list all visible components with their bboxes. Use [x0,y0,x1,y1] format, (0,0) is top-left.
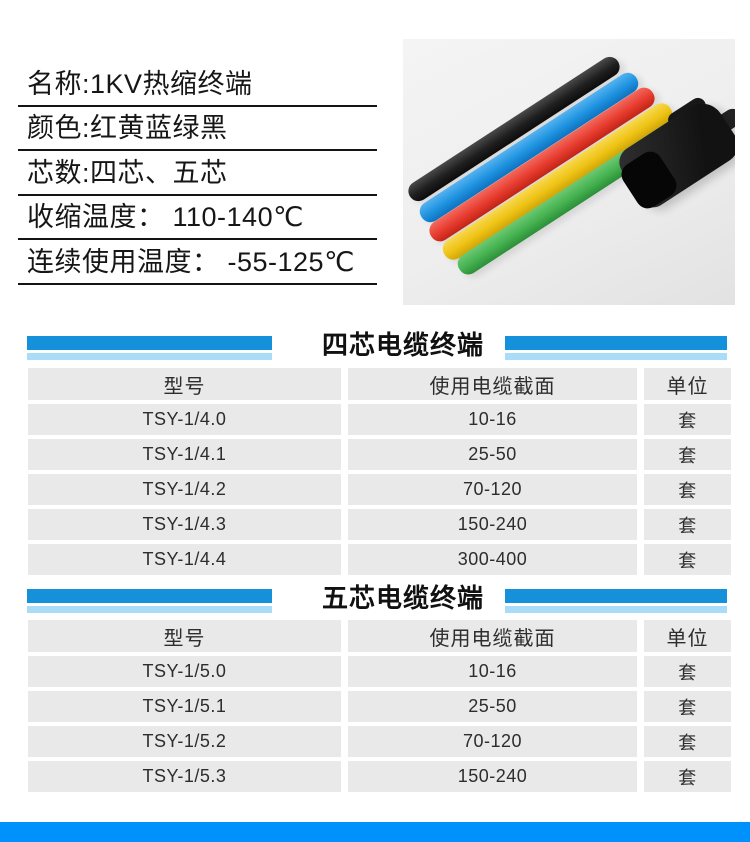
table-cell: 套 [644,474,731,505]
table-cell: TSY-1/5.1 [28,691,341,722]
table-cell: 25-50 [348,691,637,722]
table-cell: TSY-1/4.3 [28,509,341,540]
table-cell: TSY-1/4.2 [28,474,341,505]
section-title-4core: 四芯电缆终端 [321,330,484,360]
table-cell: 套 [644,404,731,435]
table-cell: TSY-1/5.3 [28,761,341,792]
table-cell: 套 [644,691,731,722]
column-header-model: 型号 [28,620,341,652]
column-header-unit: 单位 [644,368,731,400]
table-5core: 型号 使用电缆截面 单位 TSY-1/5.0 10-16 套 TSY-1/5.1… [28,620,731,792]
table-cell: 25-50 [348,439,637,470]
table-cell: 套 [644,726,731,757]
table-cell: 70-120 [348,474,637,505]
spec-item-use-temp: 连续使用温度： -55-125℃ [18,240,377,285]
table-cell: 150-240 [348,509,637,540]
section-header-5core: 五芯电缆终端 [0,583,750,613]
table-cell: 套 [644,439,731,470]
table-cell: TSY-1/5.0 [28,656,341,687]
stripe-decoration [505,589,727,613]
stripe-decoration [27,336,272,360]
product-photo [403,39,735,305]
section-header-4core: 四芯电缆终端 [0,330,750,360]
table-cell: 150-240 [348,761,637,792]
column-header-section: 使用电缆截面 [348,368,637,400]
table-cell: 套 [644,509,731,540]
spec-list: 名称:1KV热缩终端 颜色:红黄蓝绿黑 芯数:四芯、五芯 收缩温度： 110-1… [18,62,377,285]
table-cell: TSY-1/4.1 [28,439,341,470]
column-header-model: 型号 [28,368,341,400]
table-cell: TSY-1/4.4 [28,544,341,575]
column-header-unit: 单位 [644,620,731,652]
spec-item-shrink-temp: 收缩温度： 110-140℃ [18,196,377,241]
bottom-stripe-decoration [0,822,750,842]
spec-item-cores: 芯数:四芯、五芯 [18,151,377,196]
table-4core: 型号 使用电缆截面 单位 TSY-1/4.0 10-16 套 TSY-1/4.1… [28,368,731,575]
table-cell: 套 [644,656,731,687]
section-title-5core: 五芯电缆终端 [321,583,484,613]
table-cell: TSY-1/4.0 [28,404,341,435]
table-cell: 300-400 [348,544,637,575]
column-header-section: 使用电缆截面 [348,620,637,652]
spec-item-color: 颜色:红黄蓝绿黑 [18,107,377,152]
table-cell: TSY-1/5.2 [28,726,341,757]
table-cell: 10-16 [348,656,637,687]
stripe-decoration [505,336,727,360]
table-cell: 套 [644,544,731,575]
stripe-decoration [27,589,272,613]
table-cell: 10-16 [348,404,637,435]
table-cell: 70-120 [348,726,637,757]
spec-item-name: 名称:1KV热缩终端 [18,62,377,107]
table-cell: 套 [644,761,731,792]
